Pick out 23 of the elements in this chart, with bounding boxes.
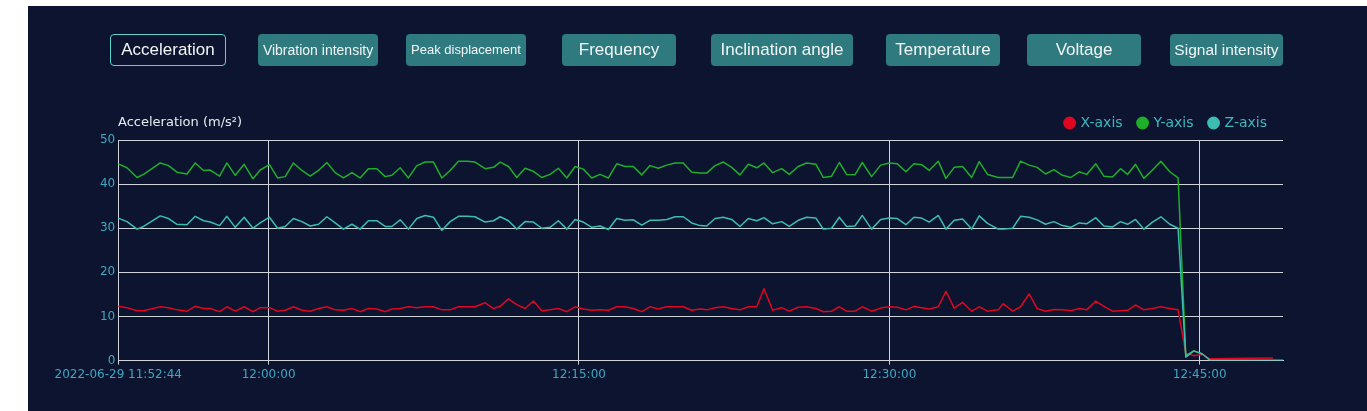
y-tick-label: 40 bbox=[99, 176, 116, 191]
text: Inclination angle bbox=[711, 34, 853, 66]
legend-label: Z-axis bbox=[1224, 113, 1268, 130]
x-tick-label: 12:00:00 bbox=[241, 366, 296, 381]
y-tick-label: 30 bbox=[99, 220, 116, 235]
text: Voltage bbox=[1027, 34, 1141, 66]
x-tick-label: 12:30:00 bbox=[862, 366, 917, 381]
y-tick-label: 50 bbox=[99, 132, 116, 147]
legend-label: Y-axis bbox=[1152, 113, 1194, 130]
text: Acceleration bbox=[110, 34, 226, 66]
text: Frequency bbox=[562, 34, 676, 66]
text: Temperature bbox=[886, 34, 1000, 66]
x-tick-label: 12:15:00 bbox=[552, 366, 606, 381]
legend-label: X-axis bbox=[1080, 113, 1123, 130]
y-tick-label: 0 bbox=[107, 352, 116, 367]
y-tick-label: 20 bbox=[99, 264, 116, 279]
text: Vibration intensity bbox=[258, 34, 378, 66]
text: Signal intensity bbox=[1170, 34, 1283, 66]
x-tick-label: 12:45:00 bbox=[1172, 366, 1227, 381]
y-tick-label: 10 bbox=[99, 308, 116, 323]
text: Peak displacement bbox=[406, 34, 526, 66]
y-axis-title: Acceleration (m/s²) bbox=[118, 114, 243, 129]
x-tick-label: 2022-06-29 11:52:44 bbox=[54, 366, 182, 381]
